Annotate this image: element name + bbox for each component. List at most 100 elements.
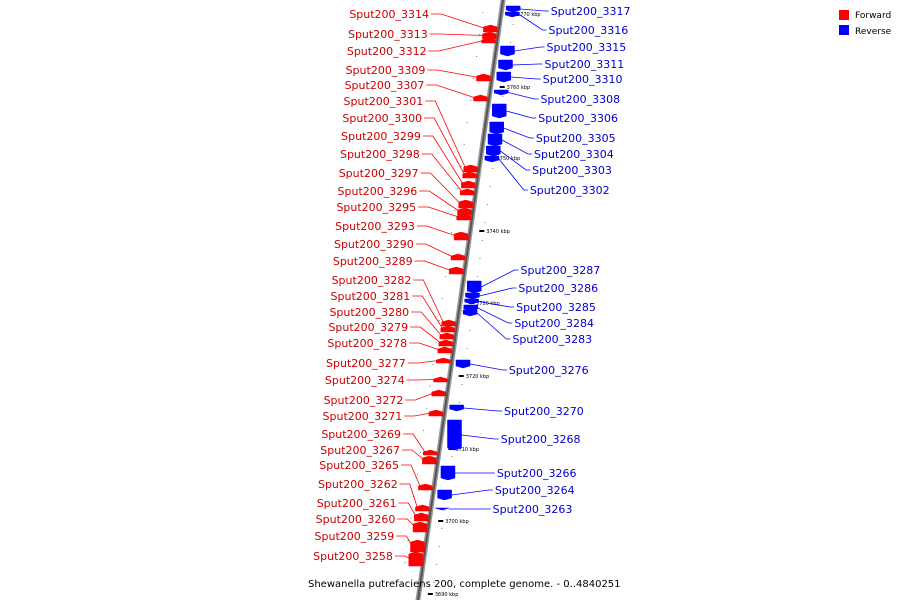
reverse-gene[interactable] — [484, 155, 500, 163]
forward-gene-label[interactable]: Sput200_3278 — [327, 337, 407, 350]
reverse-gene-label[interactable]: Sput200_3266 — [497, 467, 577, 480]
reverse-gene-label[interactable]: Sput200_3287 — [521, 264, 601, 277]
reverse-gene-label[interactable]: Sput200_3310 — [543, 73, 623, 86]
reverse-gene[interactable] — [486, 145, 501, 157]
reverse-gene-label[interactable]: Sput200_3284 — [514, 317, 594, 330]
reverse-gene-label[interactable]: Sput200_3311 — [545, 58, 625, 71]
forward-gene[interactable] — [423, 449, 438, 456]
reverse-gene[interactable] — [447, 419, 462, 451]
forward-gene-label[interactable]: Sput200_3282 — [332, 274, 412, 287]
reverse-gene-label[interactable]: Sput200_3302 — [530, 184, 610, 197]
forward-gene-label[interactable]: Sput200_3259 — [315, 530, 395, 543]
forward-gene[interactable] — [422, 455, 437, 465]
reverse-gene-label[interactable]: Sput200_3264 — [495, 484, 575, 497]
forward-gene-label[interactable]: Sput200_3289 — [333, 255, 413, 268]
forward-gene[interactable] — [408, 551, 424, 567]
forward-gene[interactable] — [448, 266, 464, 275]
reverse-gene-label[interactable]: Sput200_3315 — [547, 41, 627, 54]
forward-gene[interactable] — [437, 346, 453, 354]
reverse-gene-label[interactable]: Sput200_3317 — [551, 5, 631, 18]
forward-gene-label[interactable]: Sput200_3299 — [341, 130, 421, 143]
forward-gene[interactable] — [415, 504, 430, 512]
forward-gene[interactable] — [483, 24, 498, 33]
forward-gene-label[interactable]: Sput200_3298 — [340, 148, 420, 161]
reverse-gene-label[interactable]: Sput200_3270 — [504, 405, 584, 418]
forward-gene[interactable] — [463, 164, 478, 173]
reverse-gene-label[interactable]: Sput200_3305 — [536, 132, 616, 145]
forward-gene[interactable] — [482, 31, 497, 40]
forward-gene-label[interactable]: Sput200_3271 — [323, 410, 403, 423]
forward-gene[interactable] — [476, 73, 491, 82]
forward-gene[interactable] — [418, 483, 433, 491]
forward-gene[interactable] — [433, 376, 448, 383]
forward-gene-label[interactable]: Sput200_3293 — [335, 220, 415, 233]
reverse-gene[interactable] — [498, 59, 513, 71]
forward-gene-label[interactable]: Sput200_3314 — [349, 8, 429, 21]
forward-gene-label[interactable]: Sput200_3295 — [336, 201, 416, 214]
forward-gene-label[interactable]: Sput200_3290 — [334, 238, 414, 251]
reverse-gene[interactable] — [434, 507, 450, 511]
forward-gene-label[interactable]: Sput200_3269 — [321, 428, 401, 441]
forward-gene-label[interactable]: Sput200_3272 — [324, 394, 404, 407]
forward-gene-label[interactable]: Sput200_3279 — [328, 321, 408, 334]
forward-gene[interactable] — [481, 37, 496, 44]
forward-gene-label[interactable]: Sput200_3267 — [320, 444, 400, 457]
forward-gene[interactable] — [459, 188, 475, 196]
forward-gene-label[interactable]: Sput200_3262 — [318, 478, 398, 491]
reverse-gene[interactable] — [487, 133, 503, 147]
forward-gene-label[interactable]: Sput200_3301 — [344, 95, 424, 108]
forward-gene[interactable] — [438, 339, 454, 347]
forward-gene[interactable] — [428, 409, 444, 417]
forward-gene-label[interactable]: Sput200_3307 — [345, 79, 425, 92]
forward-gene-label[interactable]: Sput200_3309 — [346, 64, 426, 77]
forward-gene-label[interactable]: Sput200_3296 — [338, 185, 418, 198]
reverse-gene[interactable] — [437, 489, 452, 501]
forward-gene-label[interactable]: Sput200_3297 — [339, 167, 419, 180]
forward-gene[interactable] — [461, 180, 476, 189]
forward-gene[interactable] — [453, 231, 469, 241]
reverse-gene-label[interactable]: Sput200_3276 — [509, 364, 589, 377]
reverse-gene[interactable] — [500, 45, 515, 57]
forward-gene[interactable] — [462, 171, 477, 179]
forward-gene[interactable] — [473, 94, 488, 102]
forward-gene-label[interactable]: Sput200_3313 — [348, 28, 428, 41]
forward-gene[interactable] — [410, 539, 425, 553]
forward-gene[interactable] — [436, 357, 451, 364]
forward-gene[interactable] — [458, 199, 473, 209]
reverse-gene[interactable] — [462, 309, 478, 317]
forward-gene-label[interactable]: Sput200_3274 — [325, 374, 405, 387]
reverse-gene[interactable] — [492, 103, 507, 119]
forward-gene[interactable] — [431, 389, 446, 397]
reverse-gene[interactable] — [466, 280, 482, 294]
reverse-gene[interactable] — [465, 292, 480, 300]
forward-gene-label[interactable]: Sput200_3265 — [319, 459, 399, 472]
forward-gene-label[interactable]: Sput200_3260 — [316, 513, 396, 526]
forward-gene[interactable] — [440, 325, 456, 333]
reverse-gene[interactable] — [489, 121, 504, 135]
reverse-gene[interactable] — [496, 71, 512, 83]
reverse-gene-label[interactable]: Sput200_3286 — [518, 282, 598, 295]
forward-gene[interactable] — [414, 512, 429, 522]
forward-gene[interactable] — [441, 319, 456, 327]
reverse-gene-label[interactable]: Sput200_3308 — [540, 93, 620, 106]
reverse-gene-label[interactable]: Sput200_3285 — [516, 301, 596, 314]
forward-gene-label[interactable]: Sput200_3281 — [331, 290, 411, 303]
reverse-gene[interactable] — [440, 465, 456, 481]
forward-gene-label[interactable]: Sput200_3280 — [329, 306, 409, 319]
reverse-gene[interactable] — [464, 298, 479, 305]
reverse-gene[interactable] — [449, 404, 464, 412]
forward-gene-label[interactable]: Sput200_3277 — [326, 357, 406, 370]
reverse-gene-label[interactable]: Sput200_3268 — [501, 433, 581, 446]
reverse-gene[interactable] — [455, 359, 471, 369]
forward-gene[interactable] — [412, 521, 428, 533]
reverse-gene[interactable] — [494, 89, 509, 96]
forward-gene[interactable] — [450, 253, 466, 261]
reverse-gene-label[interactable]: Sput200_3316 — [549, 24, 629, 37]
reverse-gene-label[interactable]: Sput200_3303 — [532, 164, 612, 177]
reverse-gene-label[interactable]: Sput200_3304 — [534, 148, 614, 161]
forward-gene-label[interactable]: Sput200_3300 — [342, 112, 422, 125]
forward-gene-label[interactable]: Sput200_3261 — [317, 497, 397, 510]
reverse-gene-label[interactable]: Sput200_3263 — [493, 503, 573, 516]
forward-gene-label[interactable]: Sput200_3258 — [313, 550, 393, 563]
forward-gene[interactable] — [457, 207, 472, 216]
